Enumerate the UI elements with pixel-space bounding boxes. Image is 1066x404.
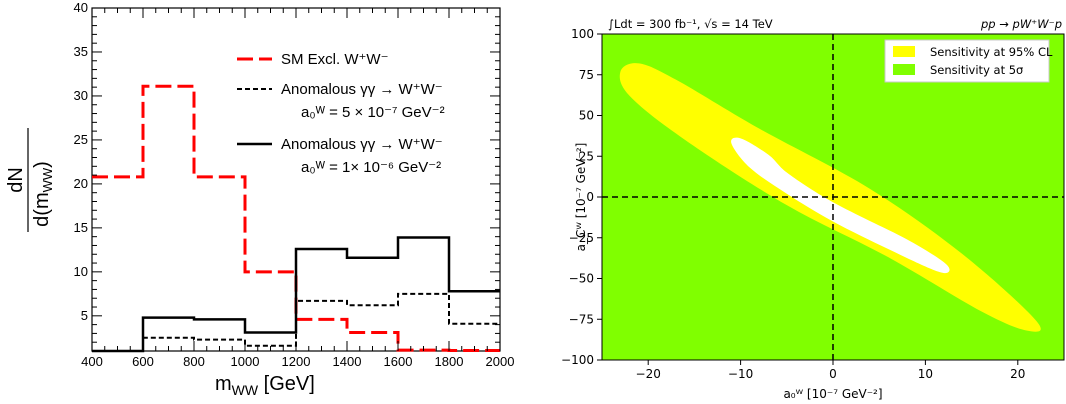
right-annotation-luminosity: ∫Ldt = 300 fb⁻¹, √s = 14 TeV bbox=[608, 17, 773, 31]
right-x-axis-label: a₀ᵂ [10⁻⁷ GeV⁻²] bbox=[783, 387, 882, 401]
left-x-tick-label: 1400 bbox=[333, 354, 362, 369]
left-histogram-chart: 400 600 800 1000 1200 1400 1600 1800 2000 5 10 15 2… bbox=[5, 0, 514, 398]
left-x-ticks: 400 600 800 1000 1200 1400 1600 1800 2000 bbox=[81, 8, 514, 369]
right-x-ticks: −20 −10 0 10 20 bbox=[636, 360, 1025, 381]
left-y-tick-label: 25 bbox=[74, 132, 88, 147]
left-x-tick-label: 2000 bbox=[486, 354, 515, 369]
legend-label-a5: Anomalous γγ → W⁺W⁻ bbox=[281, 81, 443, 98]
right-y-tick-label: −50 bbox=[569, 272, 594, 286]
legend-swatch-5sigma bbox=[893, 64, 915, 75]
left-y-label-numerator: dN bbox=[5, 167, 27, 193]
contour-region-95cl bbox=[731, 137, 950, 274]
right-x-tick-label: 20 bbox=[1010, 367, 1025, 381]
legend-swatch-95cl bbox=[893, 46, 915, 57]
left-series-group bbox=[92, 84, 500, 353]
right-contour-regions bbox=[619, 63, 1041, 332]
right-y-tick-label: −25 bbox=[569, 231, 594, 245]
legend-sublabel-a5: a₀ᵂ = 5 × 10⁻⁷ GeV⁻² bbox=[301, 104, 445, 121]
left-y-label-denominator: d(mWW) bbox=[31, 161, 55, 227]
histogram-series-a1 bbox=[92, 236, 500, 353]
right-x-tick-label: −20 bbox=[636, 367, 661, 381]
histogram-series-a5 bbox=[92, 292, 500, 352]
left-x-tick-label: 600 bbox=[132, 354, 154, 369]
left-x-axis-label: mWW [GeV] bbox=[215, 373, 315, 398]
left-y-tick-label: 35 bbox=[74, 44, 88, 59]
right-y-tick-label: 25 bbox=[579, 149, 594, 163]
right-y-tick-label: −100 bbox=[561, 353, 594, 367]
left-legend: SM Excl. W⁺W⁻ Anomalous γγ → W⁺W⁻ a₀ᵂ = 5 … bbox=[237, 51, 445, 176]
right-annotation-process: pp → pW⁺W⁻p bbox=[980, 17, 1062, 31]
left-y-tick-label: 5 bbox=[81, 308, 88, 323]
left-y-tick-label: 15 bbox=[74, 220, 88, 235]
right-y-tick-label: 0 bbox=[586, 190, 594, 204]
right-legend: Sensitivity at 95% CL Sensitivity at 5σ bbox=[884, 39, 1053, 83]
right-y-ticks: 100 75 50 25 0 −25 −50 −75 −100 bbox=[561, 27, 602, 367]
right-x-tick-label: −10 bbox=[728, 367, 753, 381]
left-x-tick-label: 1000 bbox=[231, 354, 260, 369]
right-y-tick-label: 100 bbox=[571, 27, 594, 41]
right-y-axis-label: a_Cᵂ [10⁻⁷ GeV⁻²] bbox=[574, 143, 588, 252]
right-y-tick-label: −75 bbox=[569, 312, 594, 326]
right-y-tick-label: 50 bbox=[579, 109, 594, 123]
legend-sublabel-a1: a₀ᵂ = 1× 10⁻⁶ GeV⁻² bbox=[301, 159, 441, 176]
left-x-tick-label: 400 bbox=[81, 354, 103, 369]
legend-label-a1: Anomalous γγ → W⁺W⁻ bbox=[281, 136, 443, 153]
left-x-tick-label: 800 bbox=[183, 354, 205, 369]
left-x-tick-label: 1800 bbox=[435, 354, 464, 369]
right-x-tick-label: 10 bbox=[918, 367, 933, 381]
left-y-axis-label: dN d(mWW) bbox=[5, 128, 55, 232]
right-crosshair bbox=[602, 34, 1064, 360]
legend-label-sm: SM Excl. W⁺W⁻ bbox=[281, 51, 389, 68]
right-y-tick-label: 75 bbox=[579, 68, 594, 82]
left-y-ticks: 5 10 15 20 25 30 35 40 bbox=[74, 0, 500, 343]
left-y-tick-label: 10 bbox=[74, 264, 88, 279]
left-x-tick-label: 1600 bbox=[384, 354, 413, 369]
legend-label-95cl: Sensitivity at 95% CL bbox=[930, 45, 1053, 59]
left-y-tick-label: 30 bbox=[74, 88, 88, 103]
legend-label-5sigma: Sensitivity at 5σ bbox=[930, 63, 1023, 77]
left-y-tick-label: 20 bbox=[74, 176, 88, 191]
left-x-tick-label: 1200 bbox=[282, 354, 311, 369]
right-x-tick-label: 0 bbox=[829, 367, 837, 381]
left-y-tick-label: 40 bbox=[74, 0, 88, 15]
